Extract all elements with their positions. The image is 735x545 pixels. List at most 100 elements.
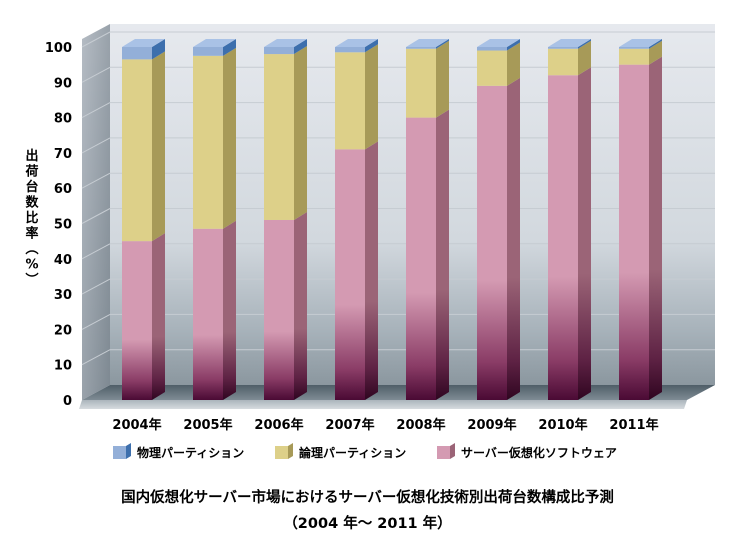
gridline-diag [81,313,111,330]
bar-segment-front [477,47,507,51]
bar-segment-front [193,47,223,56]
bar-segment-side [152,39,165,60]
bar-segment-front [619,64,649,401]
legend-item: 論理パーティション [275,443,406,460]
legend-swatch-side [126,443,131,459]
bar-segment-side [294,46,307,220]
gridline-diag [81,172,111,189]
bar-segment-front [477,50,507,86]
bar-top [406,39,449,47]
bar-segment-front [264,47,294,55]
gridline-diag [81,137,111,154]
bar-segment-side [294,211,307,400]
bar-segment-front [193,55,223,229]
x-tick-label: 2004年 [112,417,161,433]
bar-segment-side [365,39,378,53]
bar-segment-front [122,241,152,400]
bar-segment-front [264,219,294,400]
bar-segment-side [578,40,591,76]
y-tick-label: 0 [63,394,72,409]
bar-segment-side [294,39,307,55]
x-tick-label: 2007年 [325,417,374,433]
bar-segment-front [122,47,152,60]
bar-segment-front [406,47,436,49]
y-tick-label: 10 [54,359,72,374]
legend-swatch [437,446,450,459]
bar-segment-side [578,39,591,49]
legend-label: 物理パーティション [137,445,244,460]
bar-segment-side [649,40,662,65]
legend-label: サーバー仮想化ソフトウェア [461,445,617,460]
bar-segment-side [649,39,662,49]
bar-segment-front [335,47,365,53]
bar-segment-side [365,141,378,400]
gridline-diag [81,278,111,295]
bar-segment-front [548,75,578,401]
bar-top [122,39,165,47]
bar-stack [335,39,378,400]
gridline-diag [81,208,111,224]
bar-segment-front [193,228,223,400]
bar-top [548,39,591,47]
bar-segment-side [223,39,236,56]
bar-segment-side [507,77,520,400]
bar-stack [122,39,165,400]
bar-top [264,39,307,47]
bar-segment-side [152,51,165,242]
bar-segment-front [548,47,578,49]
y-axis: 0 10 20 30 40 50 60 70 80 90 100 [45,41,72,409]
legend-swatch [275,446,288,459]
y-axis-label: 出荷台数比率︵% ︶ [24,148,39,288]
bar-stack [193,39,236,400]
bars [122,39,662,401]
bar-segment-front [264,54,294,220]
chart-subtitle: （2004 年〜 2011 年） [283,516,452,532]
bar-stack [406,39,449,400]
bar-segment-front [406,117,436,400]
x-tick-label: 2008年 [396,417,445,433]
y-tick-label: 50 [54,218,72,233]
bar-top [619,39,662,47]
bar-segment-side [436,40,449,118]
y-axis-title: 出荷台数比率︵% ︶ [24,148,39,288]
side-wall [82,24,110,400]
legend-swatch-side [288,443,293,459]
legend-swatch [113,446,126,459]
legend-item: サーバー仮想化ソフトウェア [437,443,617,460]
legend: 物理パーティション 論理パーティション サーバー仮想化ソフトウェア [113,443,617,460]
bar-segment-side [152,233,165,400]
gridline-diag [81,349,111,366]
y-tick-label: 100 [45,41,72,56]
bar-segment-side [223,47,236,229]
gridline-diag [81,31,111,48]
y-tick-label: 70 [54,147,72,162]
bar-segment-front [122,59,152,242]
x-tick-label: 2010年 [538,417,587,433]
legend-item: 物理パーティション [113,443,244,460]
gridline-diag [81,66,111,83]
gridline-diag [81,243,111,260]
bar-segment-side [578,67,591,401]
bar-segment-front [477,85,507,400]
y-tick-label: 80 [54,112,72,127]
bar-segment-side [507,42,520,86]
y-tick-label: 90 [54,76,72,91]
bar-segment-side [436,109,449,400]
bar-segment-front [619,48,649,65]
legend-label: 論理パーティション [299,445,406,460]
floor-edge [79,400,687,409]
bar-segment-side [223,220,236,400]
bar-segment-front [406,48,436,118]
bar-segment-front [619,47,649,49]
bar-stack [477,39,520,400]
x-axis: 2004年 2005年 2006年 2007年 2008年 2009年 2010年 2011年 [112,417,658,433]
bar-segment-side [436,39,449,49]
y-tick-label: 30 [54,288,72,303]
bar-segment-front [335,52,365,150]
bar-top [477,39,520,47]
bar-segment-side [507,39,520,51]
bar-stack [264,39,307,400]
y-tick-label: 60 [54,182,72,197]
x-tick-label: 2009年 [467,417,516,433]
